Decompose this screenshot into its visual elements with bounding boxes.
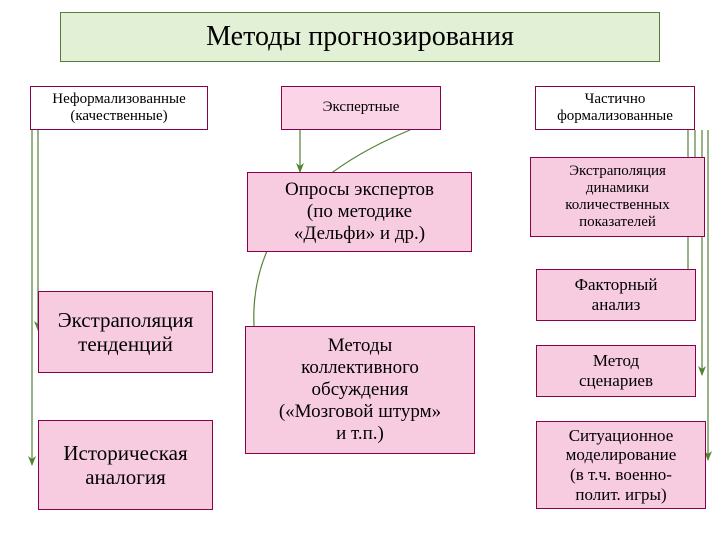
- title-box: Методы прогнозирования: [60, 12, 660, 62]
- node-extrap_tr: Экстраполяция тенденций: [38, 291, 213, 373]
- node-situation: Ситуационное моделирование (в т.ч. военн…: [536, 421, 706, 509]
- node-label: Ситуационное моделирование (в т.ч. военн…: [566, 426, 677, 504]
- node-label: Экстраполяция динамики количественных по…: [565, 163, 669, 232]
- node-label: Опросы экспертов (по методике «Дельфи» и…: [285, 179, 434, 245]
- node-label: Экспертные: [323, 99, 400, 116]
- node-factor: Факторный анализ: [536, 269, 696, 321]
- node-label: Частично формализованные: [557, 91, 673, 126]
- node-label: Факторный анализ: [575, 275, 658, 314]
- node-label: Историческая аналогия: [63, 441, 187, 489]
- node-expert: Экспертные: [281, 86, 441, 130]
- node-label: Метод сценариев: [579, 351, 653, 390]
- node-delphi: Опросы экспертов (по методике «Дельфи» и…: [247, 172, 472, 252]
- node-label: Методы коллективного обсуждения («Мозгов…: [279, 335, 441, 444]
- node-label: Экстраполяция тенденций: [58, 308, 194, 356]
- node-partial: Частично формализованные: [535, 86, 695, 130]
- node-brainstorm: Методы коллективного обсуждения («Мозгов…: [245, 326, 475, 454]
- title-text: Методы прогнозирования: [206, 21, 514, 53]
- node-extrap_dyn: Экстраполяция динамики количественных по…: [530, 157, 705, 237]
- node-label: Неформализованные (качественные): [52, 91, 186, 126]
- node-hist: Историческая аналогия: [38, 420, 213, 510]
- node-informal: Неформализованные (качественные): [30, 86, 208, 130]
- node-scenario: Метод сценариев: [536, 345, 696, 397]
